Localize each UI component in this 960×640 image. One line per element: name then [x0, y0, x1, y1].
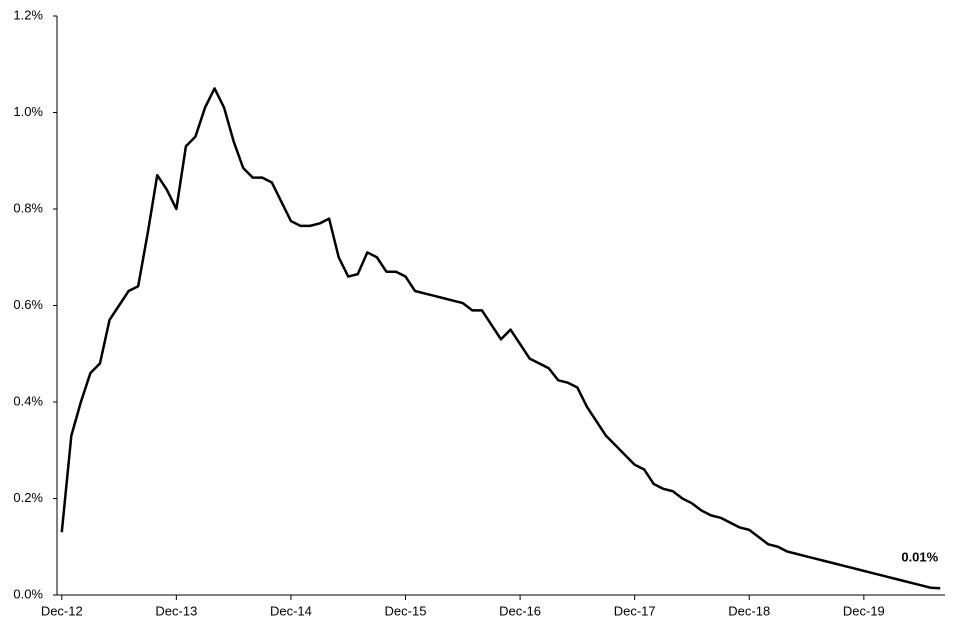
x-tick-label: Dec-14 [270, 603, 312, 618]
x-tick-label: Dec-15 [385, 603, 427, 618]
y-tick-label: 1.0% [13, 104, 43, 119]
x-tick-label: Dec-16 [499, 603, 541, 618]
x-tick-label: Dec-19 [843, 603, 885, 618]
y-tick-label: 0.8% [13, 200, 43, 215]
y-tick-label: 0.0% [13, 586, 43, 601]
y-tick-label: 1.2% [13, 7, 43, 22]
y-tick-label: 0.6% [13, 297, 43, 312]
x-tick-label: Dec-13 [155, 603, 197, 618]
y-tick-label: 0.2% [13, 490, 43, 505]
x-tick-label: Dec-12 [41, 603, 83, 618]
y-tick-label: 0.4% [13, 393, 43, 408]
x-tick-label: Dec-18 [728, 603, 770, 618]
end-label: 0.01% [901, 550, 938, 565]
x-tick-label: Dec-17 [614, 603, 656, 618]
data-line [60, 87, 941, 590]
